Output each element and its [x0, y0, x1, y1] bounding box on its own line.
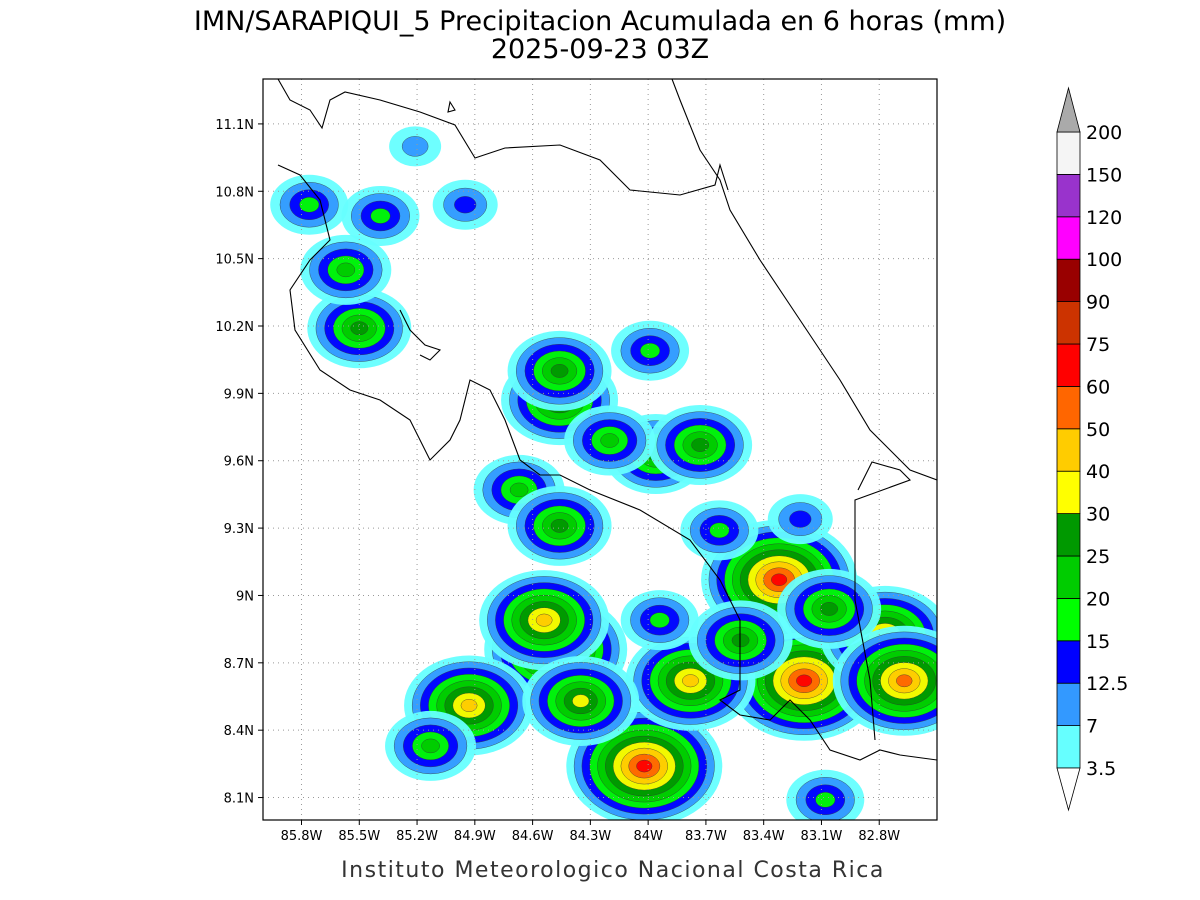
colorbar-label: 150	[1086, 164, 1122, 186]
colorbar-segment	[1056, 640, 1081, 684]
precip-cell	[709, 522, 730, 539]
y-tick-label: 10.8N	[215, 185, 254, 200]
colorbar-over	[1056, 86, 1081, 133]
precip-cell	[600, 433, 619, 448]
x-tick-label: 83.1W	[801, 829, 843, 844]
colorbar-label: 60	[1086, 376, 1110, 398]
colorbar-segment	[1056, 131, 1081, 175]
colorbar-segment	[1056, 173, 1081, 218]
colorbar-label: 3.5	[1086, 758, 1116, 780]
precip-cell	[421, 738, 440, 754]
colorbar-label: 200	[1086, 122, 1122, 144]
x-tick-label: 85.2W	[396, 829, 438, 844]
x-tick-label: 84.9W	[454, 829, 496, 844]
x-tick-label: 84W	[633, 829, 663, 844]
y-tick-label: 8.4N	[224, 724, 254, 739]
colorbar-label: 12.5	[1086, 673, 1128, 695]
y-tick-label: 9.9N	[224, 387, 254, 402]
precip-cell	[454, 196, 477, 214]
coastline	[277, 164, 937, 761]
colorbar-under	[1056, 767, 1081, 812]
colorbar-segment	[1056, 725, 1081, 769]
precip-cell	[370, 208, 391, 224]
precip-cell	[771, 573, 788, 586]
coastlines	[277, 79, 937, 761]
colorbar-segment	[1056, 513, 1081, 557]
footer-credit: Instituto Meteorologico Nacional Costa R…	[341, 858, 885, 883]
colorbar-label: 40	[1086, 461, 1110, 483]
colorbar: 3.5 7 12.5 15 20 25 30 40 50 60 75 90 100 120 150 200	[1056, 86, 1128, 812]
precip-cell	[691, 438, 710, 452]
precip-cell	[896, 674, 913, 688]
x-tick-label: 83.4W	[743, 829, 785, 844]
y-tick-label: 9.6N	[224, 455, 254, 470]
precip-cell	[336, 262, 356, 278]
colorbar-label: 90	[1086, 292, 1110, 314]
precip-cell	[299, 197, 320, 213]
y-tick-label: 10.5N	[215, 253, 254, 268]
precip-cell	[550, 518, 569, 533]
colorbar-label: 25	[1086, 546, 1110, 568]
colorbar-label: 7	[1086, 716, 1098, 738]
precip-cell	[401, 136, 429, 157]
precip-cell	[815, 792, 836, 808]
subtitle: 2025-09-23 03Z	[491, 34, 709, 65]
y-tick-label: 8.7N	[224, 657, 254, 672]
colorbar-segment	[1056, 301, 1081, 345]
precipitation-layer	[270, 126, 937, 820]
y-tick-label: 9.3N	[224, 522, 254, 537]
x-tick-label: 85.8W	[281, 829, 323, 844]
coastline	[399, 309, 442, 361]
y-tick-label: 10.2N	[215, 320, 254, 335]
y-tick-label: 11.1N	[215, 118, 254, 133]
x-tick-label: 83.7W	[685, 829, 727, 844]
colorbar-segment	[1056, 598, 1081, 642]
border	[854, 461, 911, 741]
precip-cell	[350, 321, 369, 336]
precip-cell	[550, 364, 569, 378]
precip-cell	[572, 694, 590, 708]
precip-cell	[460, 699, 478, 712]
colorbar-segment	[1056, 470, 1081, 515]
precip-cell	[796, 674, 813, 687]
colorbar-label: 100	[1086, 249, 1122, 271]
precip-cell	[649, 612, 670, 628]
y-tick-label: 9N	[236, 589, 254, 604]
precip-cell	[682, 674, 699, 688]
precip-cell	[636, 759, 653, 773]
axis-ticks: 85.8W 85.5W 85.2W 84.9W 84.6W 84.3W 84W 83.7W 83…	[215, 118, 900, 844]
colorbar-segment	[1056, 682, 1081, 727]
colorbar-segment	[1056, 555, 1081, 599]
coastline	[277, 79, 729, 196]
grid	[263, 79, 937, 820]
island	[447, 100, 456, 113]
colorbar-label: 120	[1086, 207, 1122, 229]
x-tick-label: 85.5W	[338, 829, 380, 844]
precip-cell	[509, 482, 529, 498]
x-tick-label: 82.8W	[858, 829, 900, 844]
colorbar-label: 15	[1086, 631, 1110, 653]
coastline	[671, 79, 937, 481]
colorbar-label: 20	[1086, 588, 1110, 610]
precip-cell	[731, 633, 750, 648]
x-tick-label: 84.3W	[569, 829, 611, 844]
colorbar-segment	[1056, 343, 1081, 387]
map-frame	[262, 78, 938, 821]
colorbar-segment	[1056, 258, 1081, 303]
y-tick-label: 8.1N	[224, 792, 254, 807]
colorbar-segment	[1056, 385, 1081, 430]
precip-cell	[820, 602, 839, 616]
precip-cell	[535, 613, 553, 627]
precip-cell	[640, 343, 661, 359]
x-tick-label: 84.6W	[512, 829, 554, 844]
precip-cell	[789, 510, 812, 528]
colorbar-label: 50	[1086, 419, 1110, 441]
title: IMN/SARAPIQUI_5 Precipitacion Acumulada …	[194, 6, 1006, 37]
colorbar-label: 75	[1086, 334, 1110, 356]
colorbar-segment	[1056, 216, 1081, 260]
colorbar-segment	[1056, 428, 1081, 472]
colorbar-label: 30	[1086, 504, 1110, 526]
